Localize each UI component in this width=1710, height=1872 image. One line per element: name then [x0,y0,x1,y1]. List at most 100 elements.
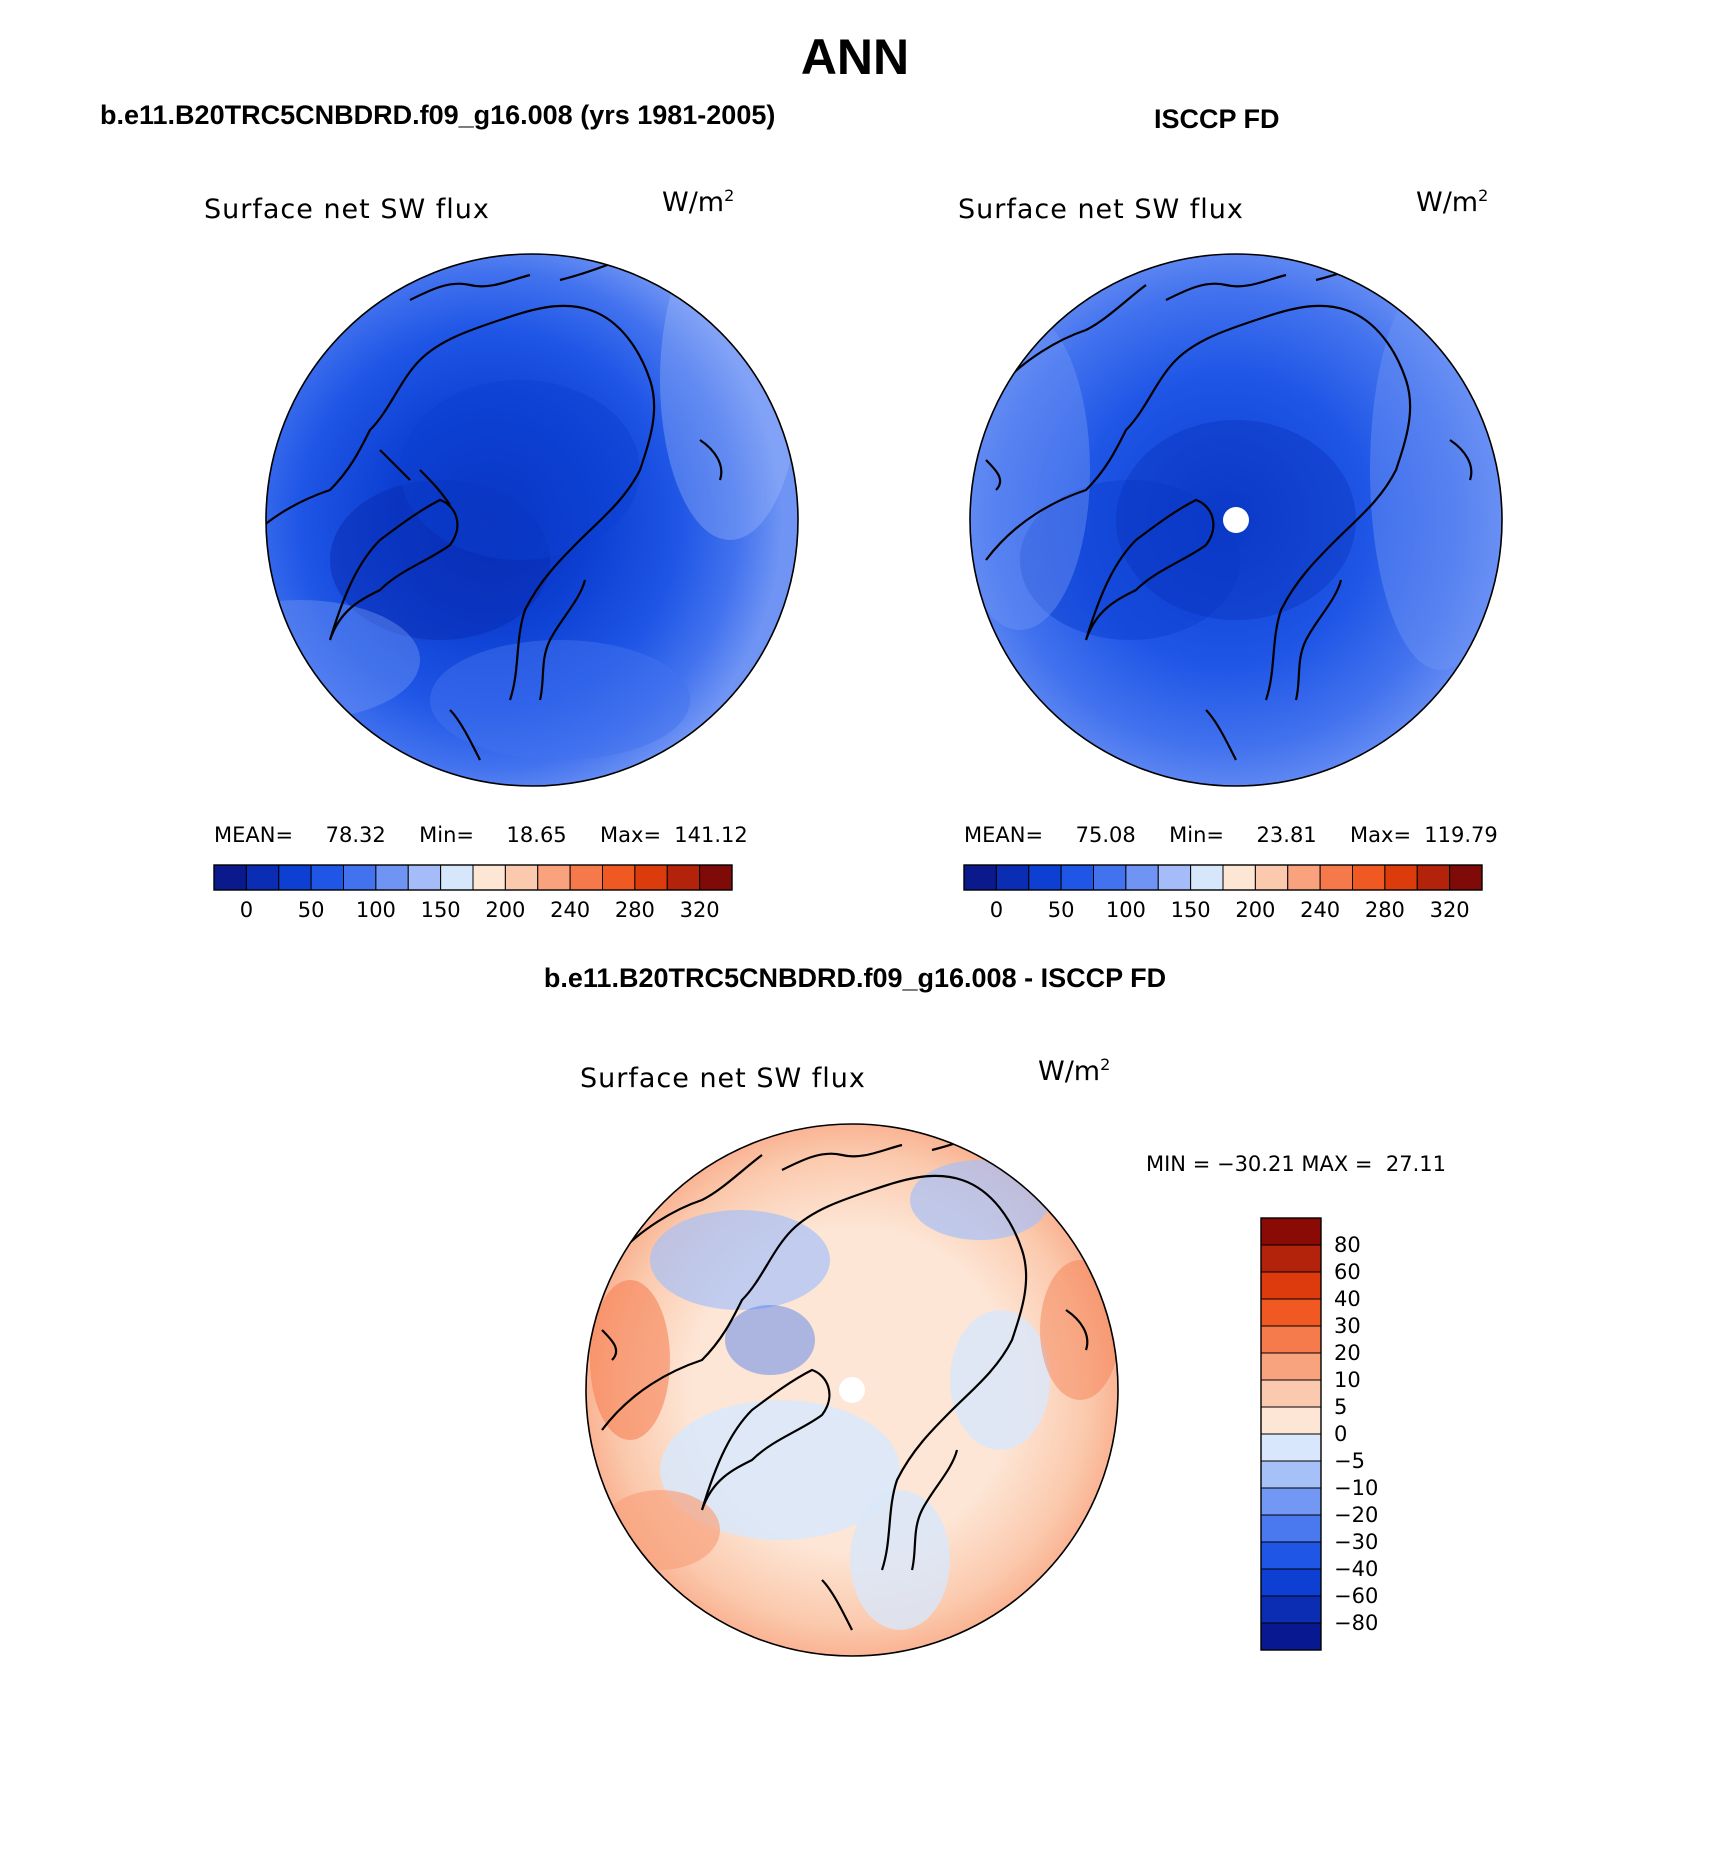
colorbar-swatch [569,864,603,891]
max-label: Max= [1350,823,1412,847]
min-label: Min= [419,823,474,847]
obs-map-border [969,253,1503,787]
colorbar-tick-label: −10 [1334,1476,1379,1500]
colorbar-tick-label: 50 [1047,898,1075,922]
colorbar-model [213,864,733,891]
colorbar-tick-label: −20 [1334,1503,1379,1527]
colorbar-tick-label: 280 [614,898,655,922]
colorbar-tick-label: 0 [989,898,1004,922]
mean-label: MEAN= [214,823,294,847]
obs-panel-title: ISCCP FD [1154,104,1280,134]
colorbar-diff [1260,1217,1322,1651]
obs-pole-mask [1223,507,1249,533]
obs-coastlines [985,258,1473,761]
colorbar-swatch [1260,1379,1322,1408]
colorbar-tick-label: 320 [1429,898,1470,922]
model-variable-label: Surface net SW flux [204,194,490,225]
max-value: 141.12 [674,823,748,847]
colorbar-obs [963,864,1483,891]
mean-label: MEAN= [964,823,1044,847]
colorbar-swatch [1260,1271,1322,1300]
colorbar-swatch [963,864,997,891]
colorbar-swatch [407,864,442,891]
colorbar-diff-labels: 80 60 40 30 20 10 5 0 −5 −10 −20 −30 −40 −60 −80 [1334,0,1454,1872]
colorbar-tick-label: 150 [420,898,461,922]
model-panel-title: b.e11.B20TRC5CNBDRD.f09_g16.008 (yrs 198… [100,100,776,130]
colorbar-tick-label: 0 [1334,1422,1348,1446]
colorbar-tick-label: 40 [1334,1287,1361,1311]
colorbar-swatch [213,864,247,891]
colorbar-model-ticks: 0 50 100 150 200 240 280 320 [0,898,1710,922]
model-map-border [265,253,799,787]
colorbar-swatch [1093,864,1127,891]
mean-value: 78.32 [325,823,386,847]
obs-unit-label: W/m2 [1416,186,1489,218]
min-value: 18.65 [506,823,567,847]
colorbar-tick-label: 30 [1334,1314,1361,1338]
colorbar-tick-label: −60 [1334,1584,1379,1608]
colorbar-tick-label: 50 [297,898,325,922]
colorbar-tick-label: 280 [1364,898,1405,922]
colorbar-tick-label: 320 [679,898,720,922]
colorbar-swatch [472,864,506,891]
colorbar-swatch [1260,1433,1322,1462]
colorbar-tick-label: 10 [1334,1368,1361,1392]
colorbar-tick-label: 5 [1334,1395,1348,1419]
colorbar-tick-label: 20 [1334,1341,1361,1365]
colorbar-swatch [1060,864,1094,891]
colorbar-tick-label: −80 [1334,1611,1379,1635]
obs-variable-label: Surface net SW flux [958,194,1244,225]
colorbar-tick-label: 150 [1170,898,1211,922]
mean-value: 75.08 [1075,823,1136,847]
colorbar-swatch [1449,864,1483,891]
colorbar-swatch [375,864,409,891]
colorbar-swatch [1028,864,1062,891]
colorbar-swatch [995,864,1030,891]
colorbar-swatch [1260,1325,1322,1354]
colorbar-swatch [1260,1217,1322,1246]
colorbar-swatch [1287,864,1321,891]
model-stats: MEAN= 78.32 Min= 18.65 Max= 141.12 [214,823,748,847]
colorbar-swatch [1222,864,1256,891]
colorbar-swatch [1260,1487,1322,1516]
diff-minmax: MIN = −30.21 MAX = 27.11 [1146,1152,1446,1176]
colorbar-tick-label: 0 [239,898,254,922]
model-unit-label: W/m2 [662,186,735,218]
colorbar-tick-label: 240 [1300,898,1341,922]
model-map [266,254,798,786]
greenland-region [1020,480,1240,640]
colorbar-swatch [1260,1352,1322,1381]
colorbar-swatch [1260,1541,1322,1570]
colorbar-tick-label: 80 [1334,1233,1361,1257]
colorbar-tick-label: −5 [1334,1449,1365,1473]
colorbar-swatch [1125,864,1159,891]
colorbar-obs-ticks: 0 50 100 150 200 240 280 320 [0,898,1710,922]
obs-stats: MEAN= 75.08 Min= 23.81 Max= 119.79 [964,823,1498,847]
diff-variable-label: Surface net SW flux [580,1063,866,1094]
colorbar-swatch [504,864,539,891]
colorbar-swatch [245,864,280,891]
colorbar-tick-label: −40 [1334,1557,1379,1581]
colorbar-swatch [537,864,571,891]
diff-pole-mask [839,1377,865,1403]
colorbar-swatch [666,864,701,891]
figure-title: ANN [800,29,910,85]
colorbar-swatch [1190,864,1224,891]
diff-unit-label: W/m2 [1038,1055,1111,1087]
colorbar-swatch [602,864,636,891]
colorbar-swatch [343,864,377,891]
colorbar-tick-label: 200 [1235,898,1276,922]
colorbar-swatch [1352,864,1386,891]
colorbar-swatch [1260,1406,1322,1435]
colorbar-swatch [1260,1514,1322,1543]
min-value: 23.81 [1256,823,1317,847]
colorbar-swatch [1157,864,1192,891]
colorbar-swatch [1260,1244,1322,1273]
colorbar-swatch [1260,1568,1322,1597]
colorbar-tick-label: 100 [355,898,396,922]
diff-map-border [585,1123,1119,1657]
colorbar-swatch [310,864,344,891]
colorbar-swatch [1260,1298,1322,1327]
diff-coastlines [601,1128,1089,1631]
colorbar-tick-label: 60 [1334,1260,1361,1284]
